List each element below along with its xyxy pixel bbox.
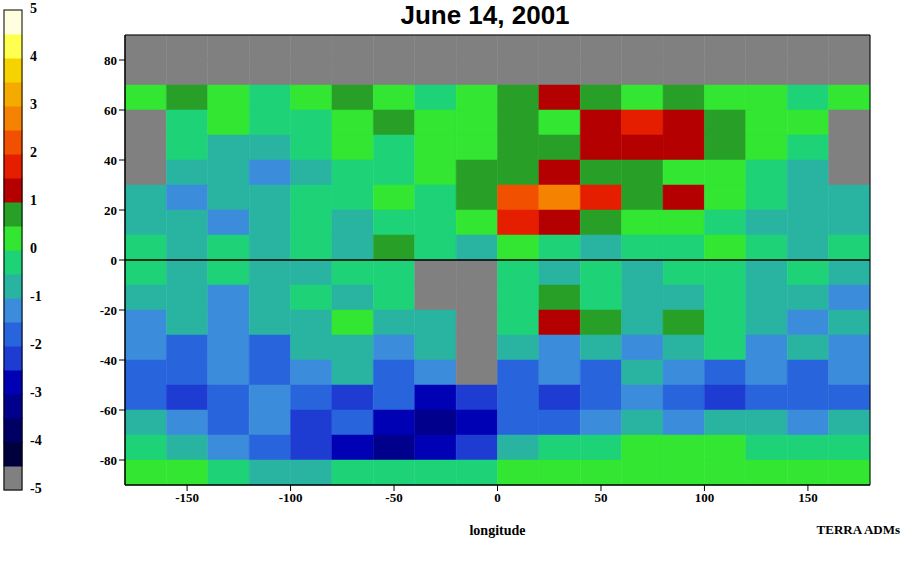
html-text:TERRA ADMs: TERRA ADMs [816,522,900,537]
svg-text:-100: -100 [279,490,303,505]
svg-text:100: 100 [695,490,715,505]
svg-text:3: 3 [30,97,37,112]
svg-text:-60: -60 [100,403,117,418]
svg-text:-1: -1 [30,289,42,304]
svg-text:-50: -50 [385,490,402,505]
svg-text:-5: -5 [30,481,42,496]
svg-text:-4: -4 [30,433,42,448]
svg-text:-40: -40 [100,353,117,368]
svg-text:-3: -3 [30,385,42,400]
svg-text:50: 50 [594,490,607,505]
svg-text:2: 2 [30,145,37,160]
svg-text:0: 0 [111,253,118,268]
svg-text:0: 0 [494,490,501,505]
svg-text:-2: -2 [30,337,42,352]
svg-text:-20: -20 [100,303,117,318]
svg-text:0: 0 [30,241,37,256]
svg-text:60: 60 [104,103,117,118]
svg-text:-150: -150 [175,490,199,505]
svg-text:-80: -80 [100,453,117,468]
html-text:June 14, 2001: June 14, 2001 [400,0,570,30]
svg-text:5: 5 [30,1,37,16]
svg-text:80: 80 [104,53,117,68]
svg-text:20: 20 [104,203,117,218]
svg-text:longitude: longitude [469,523,525,538]
svg-text:40: 40 [104,153,117,168]
svg-text:150: 150 [798,490,818,505]
svg-text:1: 1 [30,193,37,208]
svg-text:4: 4 [30,49,37,64]
